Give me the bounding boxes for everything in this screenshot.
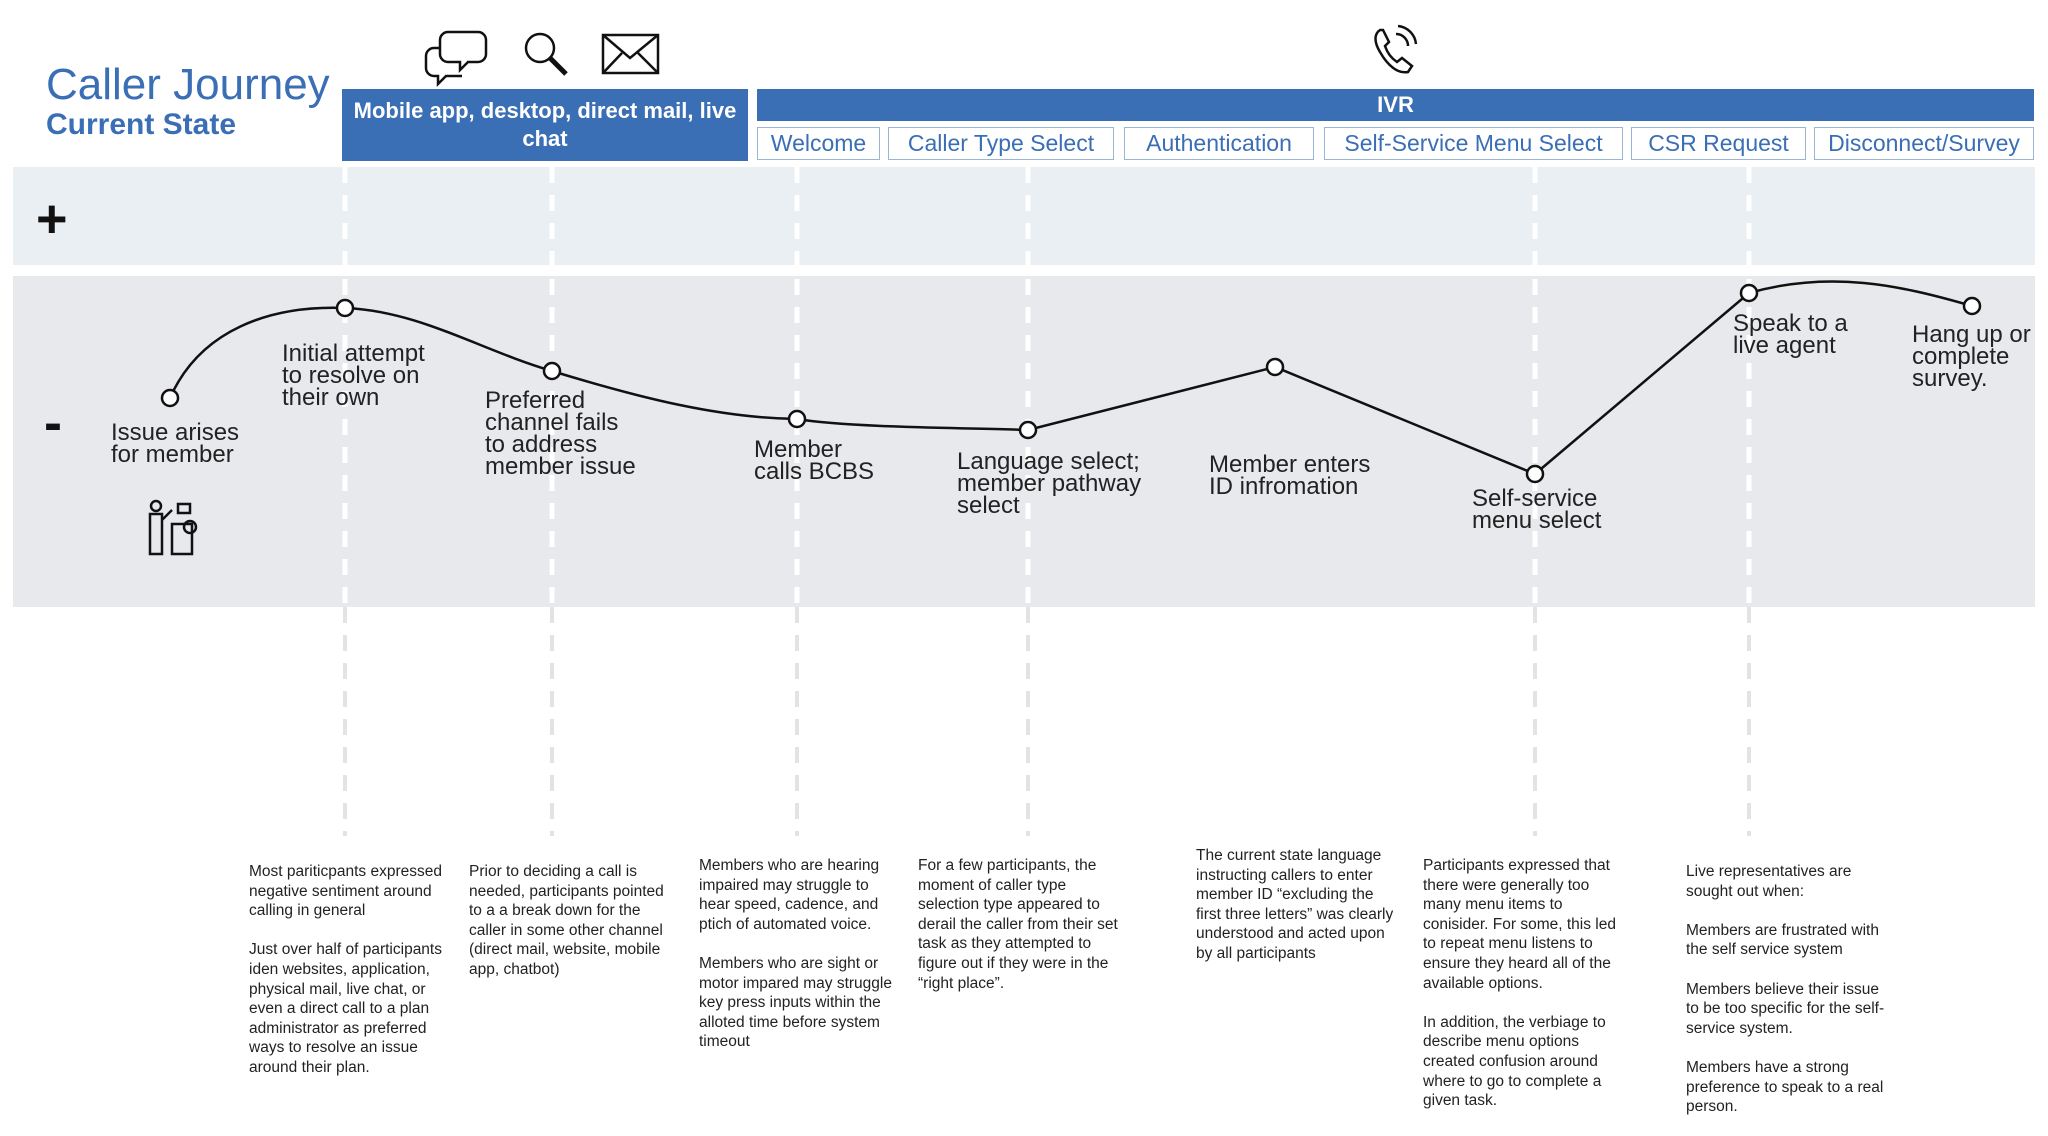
note-paragraph: The current state language instructing c… — [1196, 847, 1394, 962]
step-label-line: member pathway — [957, 470, 1142, 497]
step-label-line: menu select — [1472, 507, 1602, 534]
step-label-line: to address — [485, 431, 598, 458]
note-paragraph: For a few participants, the moment of ca… — [918, 857, 1118, 992]
note-paragraph: Prior to deciding a call is needed, part… — [469, 863, 664, 978]
mail-icon — [601, 33, 660, 75]
journey-point — [335, 298, 355, 318]
step-label: Hang up or complete survey. — [1912, 321, 2031, 392]
step-label-line: Self-service — [1472, 485, 1598, 512]
step-label: Member calls BCBS — [754, 436, 875, 485]
note: Members who are hearing impaired may str… — [699, 856, 904, 1072]
step-label-line: for member — [111, 441, 234, 468]
step-label-line: Speak to a — [1733, 310, 1848, 337]
note: Prior to deciding a call is needed, part… — [469, 862, 674, 999]
positive-label: + — [36, 189, 68, 249]
step-label-line: Initial attempt — [282, 340, 425, 367]
journey-point — [1962, 296, 1982, 316]
note: Most pariticpants expressed negative sen… — [249, 862, 454, 1097]
subtitle: Current State — [46, 108, 237, 141]
note: For a few participants, the moment of ca… — [918, 856, 1123, 1013]
member-icon-part — [148, 502, 194, 556]
member-icon-part — [149, 499, 163, 513]
note-paragraph: Members have a strong preference to spea… — [1686, 1058, 1884, 1116]
journey-point — [1739, 283, 1759, 303]
journey-point — [1525, 464, 1545, 484]
step-label-line: calls BCBS — [754, 458, 875, 485]
step-label-line: select — [957, 492, 1020, 519]
step-label: Member enters ID infromation — [1209, 451, 1371, 500]
step-label-line: survey. — [1912, 365, 1988, 392]
search-icon — [548, 56, 568, 76]
step-label: Speak to a live agent — [1733, 310, 1848, 359]
ivr-header: IVR — [757, 89, 2034, 121]
note-paragraph: Members who are sight or motor impared m… — [699, 954, 892, 1051]
note-paragraph: Members who are hearing impaired may str… — [699, 857, 880, 933]
journey-point — [160, 388, 180, 408]
journey-point — [1018, 420, 1038, 440]
journey-points — [160, 283, 1982, 484]
note-paragraph: Live representatives are sought out when… — [1686, 863, 1852, 900]
step-label-line: Member enters — [1209, 451, 1371, 478]
journey-point — [1265, 357, 1285, 377]
step-label-line: Issue arises — [111, 419, 240, 446]
step-label: Issue arises for member — [111, 419, 240, 468]
step-label-line: Preferred — [485, 387, 586, 414]
stage-label: Welcome — [757, 127, 880, 160]
channel-header: Mobile app, desktop, direct mail, live c… — [342, 89, 748, 161]
note: Live representatives are sought out when… — [1686, 862, 1891, 1136]
phone-icon — [1374, 28, 1414, 74]
search-icon — [524, 32, 556, 64]
step-label-line: ID infromation — [1209, 473, 1359, 500]
journey-curve — [168, 280, 1973, 476]
step-label-line: their own — [282, 384, 380, 411]
step-label: Self-service menu select — [1472, 485, 1602, 534]
note-paragraph: In addition, the verbiage to describe me… — [1423, 1013, 1606, 1110]
stage-label: CSR Request — [1631, 127, 1806, 160]
positive-band — [13, 167, 2035, 265]
note: Participants expressed that there were g… — [1423, 856, 1628, 1130]
stage-label: Authentication — [1124, 127, 1314, 160]
chat-icon — [438, 30, 488, 74]
stage-label: Self-Service Menu Select — [1324, 127, 1623, 160]
step-label-line: live agent — [1733, 332, 1836, 359]
step-label-line: complete — [1912, 343, 2010, 370]
step-label: Language select; member pathway select — [957, 448, 1142, 519]
negative-band — [13, 276, 2035, 607]
note-paragraph: Members believe their issue to be too sp… — [1686, 980, 1885, 1037]
member-icon-part — [182, 519, 198, 535]
step-label-line: to resolve on — [282, 362, 420, 389]
note-paragraph: Members are frustrated with the self ser… — [1686, 921, 1879, 959]
step-label-line: member issue — [485, 453, 636, 480]
mail-icon — [602, 34, 659, 74]
journey-point — [787, 409, 807, 429]
channel-icons — [424, 24, 1418, 88]
step-label-line: Member — [754, 436, 843, 463]
title: Caller Journey — [46, 60, 330, 109]
stage-label: Caller Type Select — [888, 127, 1114, 160]
step-label-line: channel fails — [485, 409, 619, 436]
step-label: Initial attempt to resolve on their own — [282, 340, 425, 411]
note-paragraph: Most pariticpants expressed negative sen… — [249, 863, 442, 920]
journey-point — [542, 361, 562, 381]
phone-icon — [1395, 24, 1418, 47]
note-paragraph: Participants expressed that there were g… — [1423, 857, 1616, 992]
stage-dividers-below — [343, 607, 1751, 836]
step-label-line: Hang up or — [1912, 321, 2031, 348]
step-label: Preferred channel fails to address member i… — [485, 387, 636, 480]
chat-icon — [424, 46, 462, 88]
member-icon — [148, 499, 198, 556]
negative-label: - — [44, 393, 62, 453]
stage-label: Disconnect/Survey — [1814, 127, 2034, 160]
note-paragraph: Just over half of participants iden webs… — [249, 941, 442, 1076]
note: The current state language instructing c… — [1196, 846, 1401, 983]
step-label-line: Language select; — [957, 448, 1140, 475]
